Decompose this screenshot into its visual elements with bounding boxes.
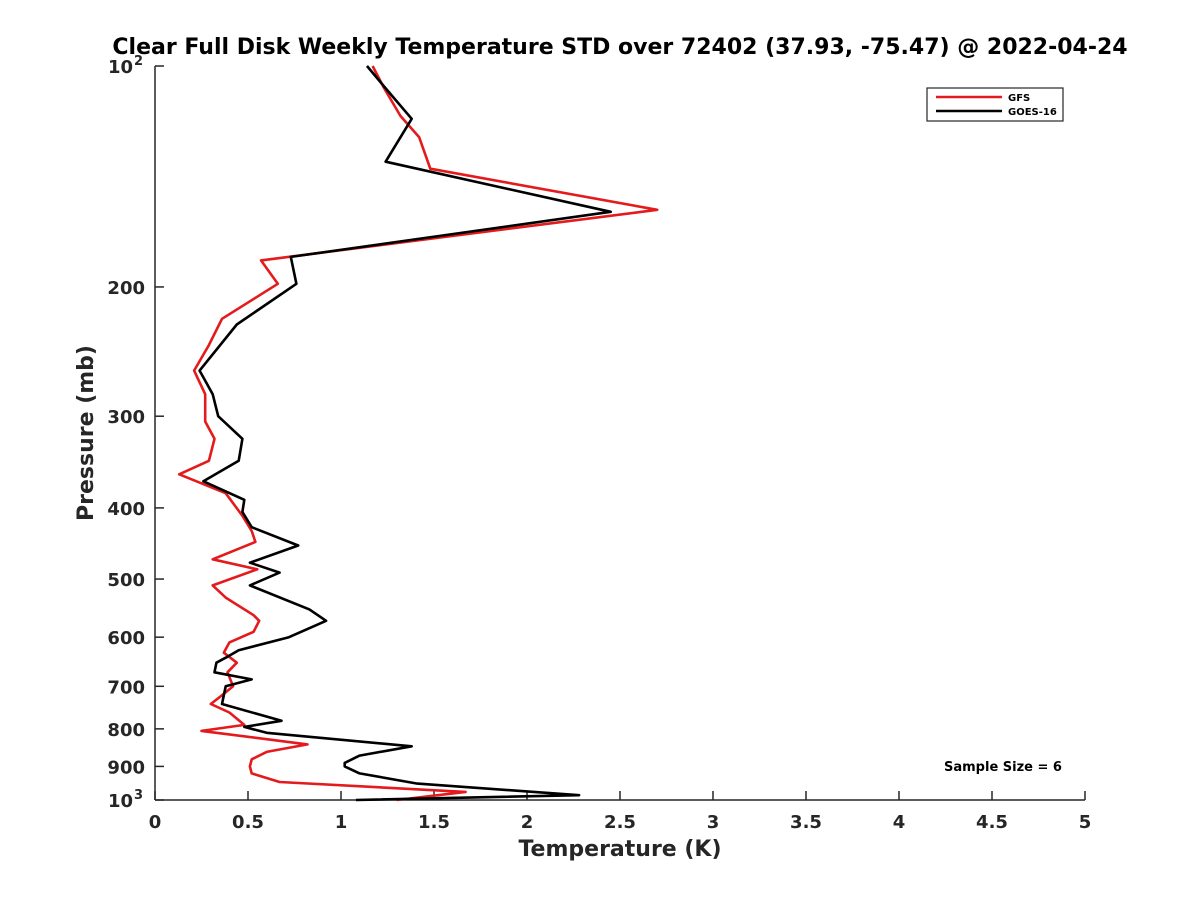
x-tick-label: 2.5 bbox=[604, 812, 636, 833]
x-axis-label: Temperature (K) bbox=[518, 837, 721, 862]
sample-size-annotation: Sample Size = 6 bbox=[944, 760, 1062, 775]
y-tick-label: 800 bbox=[107, 720, 145, 741]
y-tick-label-exponent: 3 bbox=[134, 788, 143, 803]
x-tick-label: 0 bbox=[149, 812, 162, 833]
series-lines bbox=[177, 65, 659, 802]
legend: GFS GOES-16 bbox=[926, 87, 1064, 122]
x-tick-label: 4.5 bbox=[976, 812, 1008, 833]
x-tick-label: 1 bbox=[335, 812, 348, 833]
y-axis-label: Pressure (mb) bbox=[74, 345, 99, 521]
x-tick-label: 2 bbox=[521, 812, 534, 833]
x-tick-label: 3 bbox=[707, 812, 720, 833]
series-line-goes-16 bbox=[198, 65, 613, 802]
y-tick-label: 400 bbox=[107, 499, 145, 520]
x-tick-label: 4 bbox=[893, 812, 906, 833]
x-tick-label: 0.5 bbox=[232, 812, 264, 833]
chart-title: Clear Full Disk Weekly Temperature STD o… bbox=[112, 35, 1127, 60]
y-tick-label: 300 bbox=[107, 407, 145, 428]
legend-box bbox=[926, 87, 1064, 122]
y-tick-label-base: 10 bbox=[108, 57, 133, 78]
series-line-gfs bbox=[177, 65, 659, 802]
legend-entries: GFS GOES-16 bbox=[936, 93, 1057, 118]
y-tick-label: 500 bbox=[107, 570, 145, 591]
x-tick-label: 5 bbox=[1079, 812, 1092, 833]
x-axis-ticks: 0 0.5 1 1.5 2 2.5 3 3.5 4 4.5 5 bbox=[149, 791, 1092, 833]
y-tick-label: 900 bbox=[107, 757, 145, 778]
plot-axes bbox=[154, 66, 1085, 801]
y-tick-label: 600 bbox=[107, 628, 145, 649]
y-tick-label: 700 bbox=[107, 677, 145, 698]
legend-label: GFS bbox=[1008, 93, 1030, 104]
y-tick-label-base: 10 bbox=[108, 791, 133, 812]
y-tick-label: 200 bbox=[107, 278, 145, 299]
x-tick-label: 3.5 bbox=[790, 812, 822, 833]
legend-label: GOES-16 bbox=[1008, 107, 1057, 118]
x-tick-label: 1.5 bbox=[418, 812, 450, 833]
y-tick-label-exponent: 2 bbox=[134, 54, 143, 69]
